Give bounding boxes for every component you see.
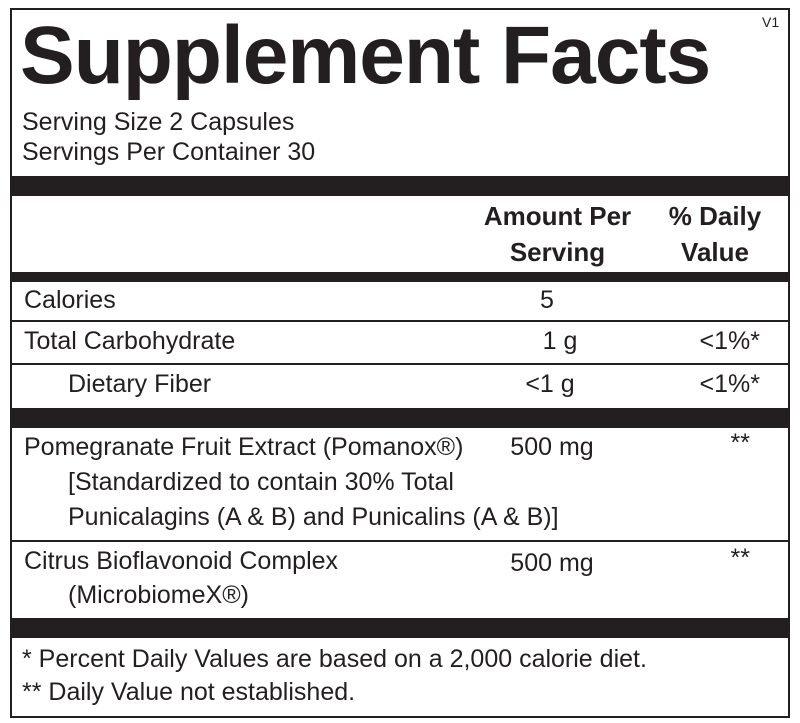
footnote: ** Daily Value not established.	[22, 678, 356, 706]
row-amount: 500 mg	[510, 433, 594, 461]
row-name: Dietary Fiber	[68, 370, 212, 398]
row-name: Calories	[24, 286, 116, 314]
divider	[12, 320, 788, 322]
daily-value-header: % Daily Value	[668, 201, 762, 267]
row-amount: 1 g	[542, 327, 578, 355]
thick-bar	[12, 176, 788, 196]
row-amount: 500 mg	[510, 549, 594, 577]
row-daily-value: **	[730, 544, 750, 572]
divider	[12, 363, 788, 365]
title: Supplement Facts	[20, 10, 711, 101]
bar	[12, 272, 788, 282]
amount-header: Amount Per Serving	[483, 201, 632, 267]
row-name: [Standardized to contain 30% Total	[68, 468, 454, 496]
divider	[12, 540, 788, 542]
row-name: Total Carbohydrate	[24, 327, 236, 355]
footnote: * Percent Daily Values are based on a 2,…	[22, 645, 647, 673]
row-daily-value: <1%*	[699, 370, 760, 398]
row-name: Citrus Bioflavonoid Complex	[24, 547, 339, 575]
servings-per-container: Servings Per Container 30	[22, 138, 316, 166]
row-amount: <1 g	[525, 370, 575, 398]
row-daily-value: <1%*	[699, 327, 760, 355]
row-name: (MicrobiomeX®)	[68, 581, 249, 609]
row-daily-value: **	[730, 429, 750, 457]
serving-size: Serving Size 2 Capsules	[22, 108, 295, 136]
thick-bar	[12, 618, 788, 638]
row-name: Pomegranate Fruit Extract (Pomanox®)	[24, 433, 464, 461]
row-amount: 5	[540, 286, 554, 314]
label-border	[10, 8, 790, 718]
version: V1	[762, 14, 780, 30]
row-name: Punicalagins (A & B) and Punicalins (A &…	[68, 503, 559, 531]
thick-bar	[12, 408, 788, 428]
